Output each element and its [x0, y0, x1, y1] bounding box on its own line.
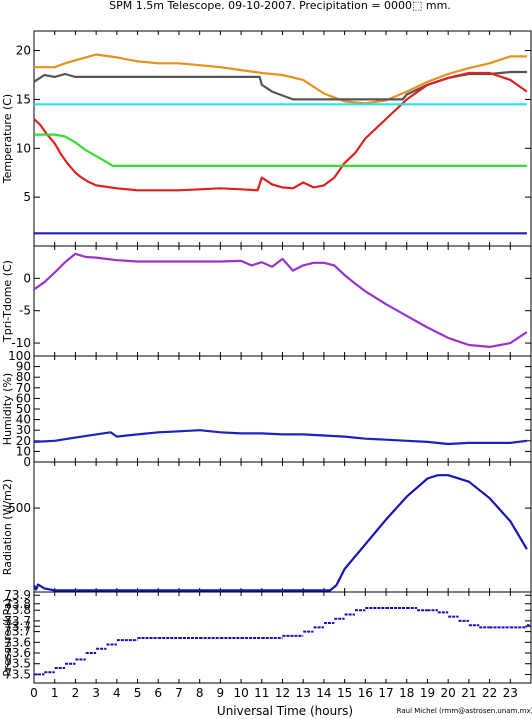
- y-tick-label: 73.7: [4, 619, 31, 633]
- x-tick-label: 1: [51, 686, 59, 700]
- y-tick-label: 60: [16, 391, 31, 405]
- x-tick-label: 6: [154, 686, 162, 700]
- y-tick-label: 73.8: [4, 597, 31, 611]
- y-tick-label: 0: [23, 271, 31, 285]
- x-tick-label: 8: [196, 686, 204, 700]
- y-tick-label: 73.8: [4, 603, 31, 617]
- panel-frame: [33, 461, 532, 593]
- series-line-1: [33, 252, 528, 348]
- panel-frame: [33, 245, 532, 357]
- x-tick-label: 13: [296, 686, 311, 700]
- y-tick-label: 0: [23, 455, 31, 469]
- panel-frame: [33, 30, 532, 247]
- credit-text: Raul Michel (rmm@astrosen.unam.mx): [397, 707, 532, 715]
- panel-5: 73.573.573.673.673.773.773.773.873.873.9…: [1, 588, 532, 684]
- y-tick-label: 73.9: [4, 588, 31, 602]
- x-tick-label: 0: [30, 686, 38, 700]
- y-tick-label: 15: [16, 92, 31, 106]
- y-tick-label: 30: [16, 423, 31, 437]
- y-tick-label: 73.6: [4, 635, 31, 649]
- series-line-4: [34, 133, 527, 167]
- y-tick-label: 10: [16, 141, 31, 155]
- y-tick-label: 20: [16, 44, 31, 58]
- y-axis-label: Humidity (%): [1, 373, 14, 445]
- y-axis-label: Temperature (C): [1, 94, 14, 184]
- x-tick-label: 17: [378, 686, 393, 700]
- x-tick-label: 15: [337, 686, 352, 700]
- y-tick-label: 73.7: [4, 625, 31, 639]
- series-1: [34, 607, 531, 676]
- x-tick-label: 5: [134, 686, 142, 700]
- y-tick-label: 500: [8, 501, 31, 515]
- x-tick-label: 7: [175, 686, 183, 700]
- y-tick-label: 100: [8, 349, 31, 363]
- y-tick-label: 20: [16, 434, 31, 448]
- y-tick-label: 10: [16, 444, 31, 458]
- y-axis-label: Pressure (kPa): [1, 598, 14, 676]
- series-line-1: [33, 429, 528, 446]
- x-tick-label: 3: [92, 686, 100, 700]
- y-axis-label: Tpri-Tdome (C): [1, 260, 14, 343]
- y-tick-label: 73.7: [4, 614, 31, 628]
- y-tick-label: 50: [16, 402, 31, 416]
- x-axis-label: Universal Time (hours): [217, 704, 353, 718]
- x-tick-label: 11: [254, 686, 269, 700]
- x-tick-label: 18: [399, 686, 414, 700]
- y-tick-label: 73.5: [4, 657, 31, 671]
- x-tick-label: 22: [482, 686, 497, 700]
- y-tick-label: -5: [19, 304, 31, 318]
- x-tick-label: 20: [441, 686, 456, 700]
- x-tick-label: 21: [461, 686, 476, 700]
- panel-frame: [33, 355, 532, 463]
- y-tick-label: 73.5: [4, 667, 31, 681]
- y-tick-label: 5: [23, 190, 31, 204]
- x-axis: 0 1 2 3 4 5 6 7 8 9 10 11 12 13 14 15 16 17 18 19 20 21 22 23: [30, 686, 518, 700]
- x-tick-label: 19: [420, 686, 435, 700]
- x-tick-label: 16: [358, 686, 373, 700]
- y-tick-label: 40: [16, 413, 31, 427]
- chart-title: SPM 1.5m Telescope. 09-10-2007. Precipit…: [109, 0, 451, 12]
- series-line-1: [33, 474, 528, 592]
- y-tick-label: 70: [16, 381, 31, 395]
- y-axis-label: Radiation (W/m2): [1, 479, 14, 575]
- y-tick-label: 73.6: [4, 646, 31, 660]
- x-tick-label: 14: [316, 686, 331, 700]
- series-line-3: [33, 71, 528, 192]
- x-tick-label: 10: [233, 686, 248, 700]
- y-tick-label: 90: [16, 360, 31, 374]
- panel-1: 5 10 15 20 Temperature (C): [1, 30, 532, 247]
- x-tick-label: 2: [72, 686, 80, 700]
- x-tick-label: 12: [275, 686, 290, 700]
- x-tick-label: 9: [217, 686, 225, 700]
- series-line-1: [34, 53, 527, 105]
- x-tick-label: 23: [503, 686, 518, 700]
- x-tick-label: 4: [113, 686, 121, 700]
- y-tick-label: -10: [11, 336, 31, 350]
- y-tick-label: 80: [16, 370, 31, 384]
